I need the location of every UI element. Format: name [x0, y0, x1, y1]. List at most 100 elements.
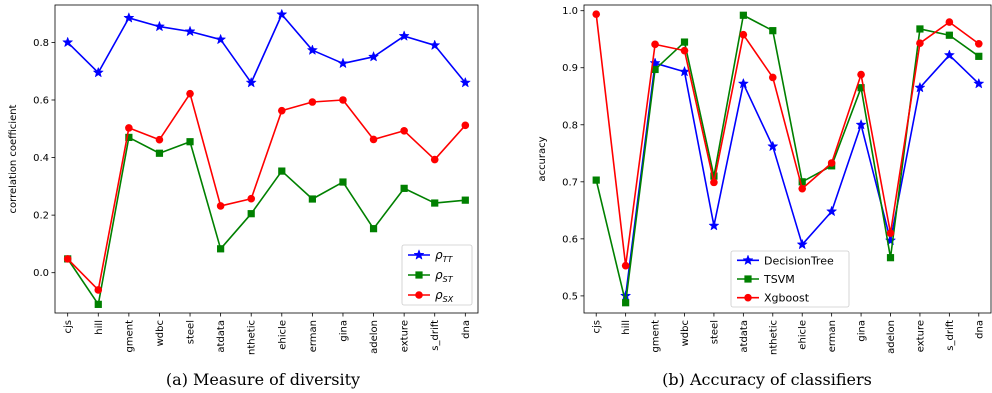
x-tick-label: nthetic	[768, 320, 779, 355]
data-point	[975, 52, 983, 60]
data-point	[123, 12, 135, 23]
data-point	[886, 254, 895, 262]
data-point	[622, 299, 630, 307]
data-point	[216, 202, 225, 210]
data-point	[339, 96, 347, 104]
data-point	[125, 133, 133, 142]
data-point	[62, 36, 74, 48]
legend-box	[401, 244, 473, 306]
series-line-1	[67, 136, 466, 306]
data-point	[277, 106, 286, 115]
data-point	[827, 159, 836, 167]
data-point	[710, 178, 718, 187]
data-point	[217, 245, 225, 253]
data-point	[367, 50, 380, 62]
data-point	[680, 38, 689, 46]
data-point	[739, 30, 748, 39]
series-line-2	[67, 92, 466, 291]
data-point	[461, 196, 469, 204]
data-point	[943, 49, 955, 60]
legend-marker	[415, 271, 423, 279]
data-point	[708, 219, 720, 231]
data-point	[459, 76, 471, 88]
data-point	[308, 98, 317, 106]
x-tick-label: s_drift	[945, 320, 956, 351]
data-point	[155, 135, 164, 144]
chart-a: (a) Measure of diversity 0.0 0.2 0.4 0.6 0.8…	[8, 4, 479, 389]
data-point	[247, 210, 255, 218]
data-point	[768, 73, 777, 82]
data-point	[155, 149, 164, 157]
x-tick-label: adelon	[369, 320, 380, 354]
x-tick-label: wdbc	[155, 320, 166, 346]
data-point	[945, 18, 954, 26]
data-point	[431, 199, 439, 207]
y-axis-label: accuracy	[537, 136, 548, 181]
legend-label: TSVM	[763, 273, 795, 286]
data-point	[592, 176, 600, 184]
x-tick-label: ehicle	[798, 320, 809, 350]
data-point	[886, 229, 895, 237]
data-point	[430, 155, 439, 164]
x-tick-label: dna	[974, 320, 985, 339]
data-point	[308, 195, 316, 203]
legend-marker	[744, 293, 752, 302]
data-point	[916, 25, 924, 33]
x-tick-label: atdata	[739, 320, 750, 353]
data-point	[914, 81, 926, 93]
data-point	[796, 238, 808, 250]
y-tick-label: 0.2	[33, 211, 49, 222]
data-point	[276, 8, 288, 20]
x-tick-label: dna	[461, 320, 472, 339]
legend-label: ρTT	[435, 248, 454, 264]
x-tick-label: atdata	[216, 320, 227, 353]
data-point	[245, 76, 257, 88]
data-point	[916, 39, 924, 48]
legend-label: ρST	[435, 268, 454, 284]
x-tick-label: gina	[857, 320, 868, 342]
data-point	[278, 167, 286, 175]
x-tick-label: steel	[709, 320, 720, 344]
data-point	[855, 118, 867, 130]
x-tick-label: hill	[94, 320, 105, 335]
caption-a: (a) Measure of diversity	[166, 370, 360, 389]
data-point	[186, 138, 194, 146]
y-tick-label: 0.0	[33, 268, 49, 279]
y-tick-label: 0.7	[562, 177, 578, 188]
x-tick-label: exture	[915, 320, 926, 352]
x-tick-label: erman	[827, 320, 838, 352]
x-tick-label: s_drift	[430, 320, 441, 351]
legend-marker	[742, 254, 754, 266]
data-point	[398, 30, 410, 41]
data-point	[306, 44, 318, 55]
series-line-2	[595, 14, 980, 267]
data-point	[680, 46, 689, 55]
data-point	[247, 194, 256, 203]
data-point	[339, 178, 347, 186]
data-point	[826, 205, 838, 217]
x-tick-label: gment	[651, 320, 662, 353]
data-point	[945, 31, 953, 39]
data-point	[186, 89, 194, 98]
x-tick-label: nthetic	[247, 320, 258, 355]
data-point	[215, 33, 227, 45]
data-point	[798, 178, 806, 186]
series-line-0	[67, 13, 466, 84]
data-point	[125, 124, 133, 132]
data-point	[649, 57, 661, 68]
y-tick-label: 0.5	[562, 291, 578, 302]
x-tick-label: ehicle	[277, 320, 288, 350]
x-tick-label: adelon	[886, 320, 897, 354]
x-tick-label: exture	[400, 320, 411, 352]
data-point	[710, 172, 718, 180]
data-point	[798, 184, 807, 193]
legend-marker	[415, 291, 423, 299]
data-point	[400, 184, 408, 192]
data-point	[737, 77, 749, 89]
data-point	[369, 135, 378, 144]
series-line-1	[595, 14, 980, 304]
y-tick-label: 0.6	[33, 95, 49, 106]
legend-marker	[744, 275, 752, 283]
data-point	[973, 77, 985, 89]
y-tick-label: 1.0	[562, 6, 578, 17]
